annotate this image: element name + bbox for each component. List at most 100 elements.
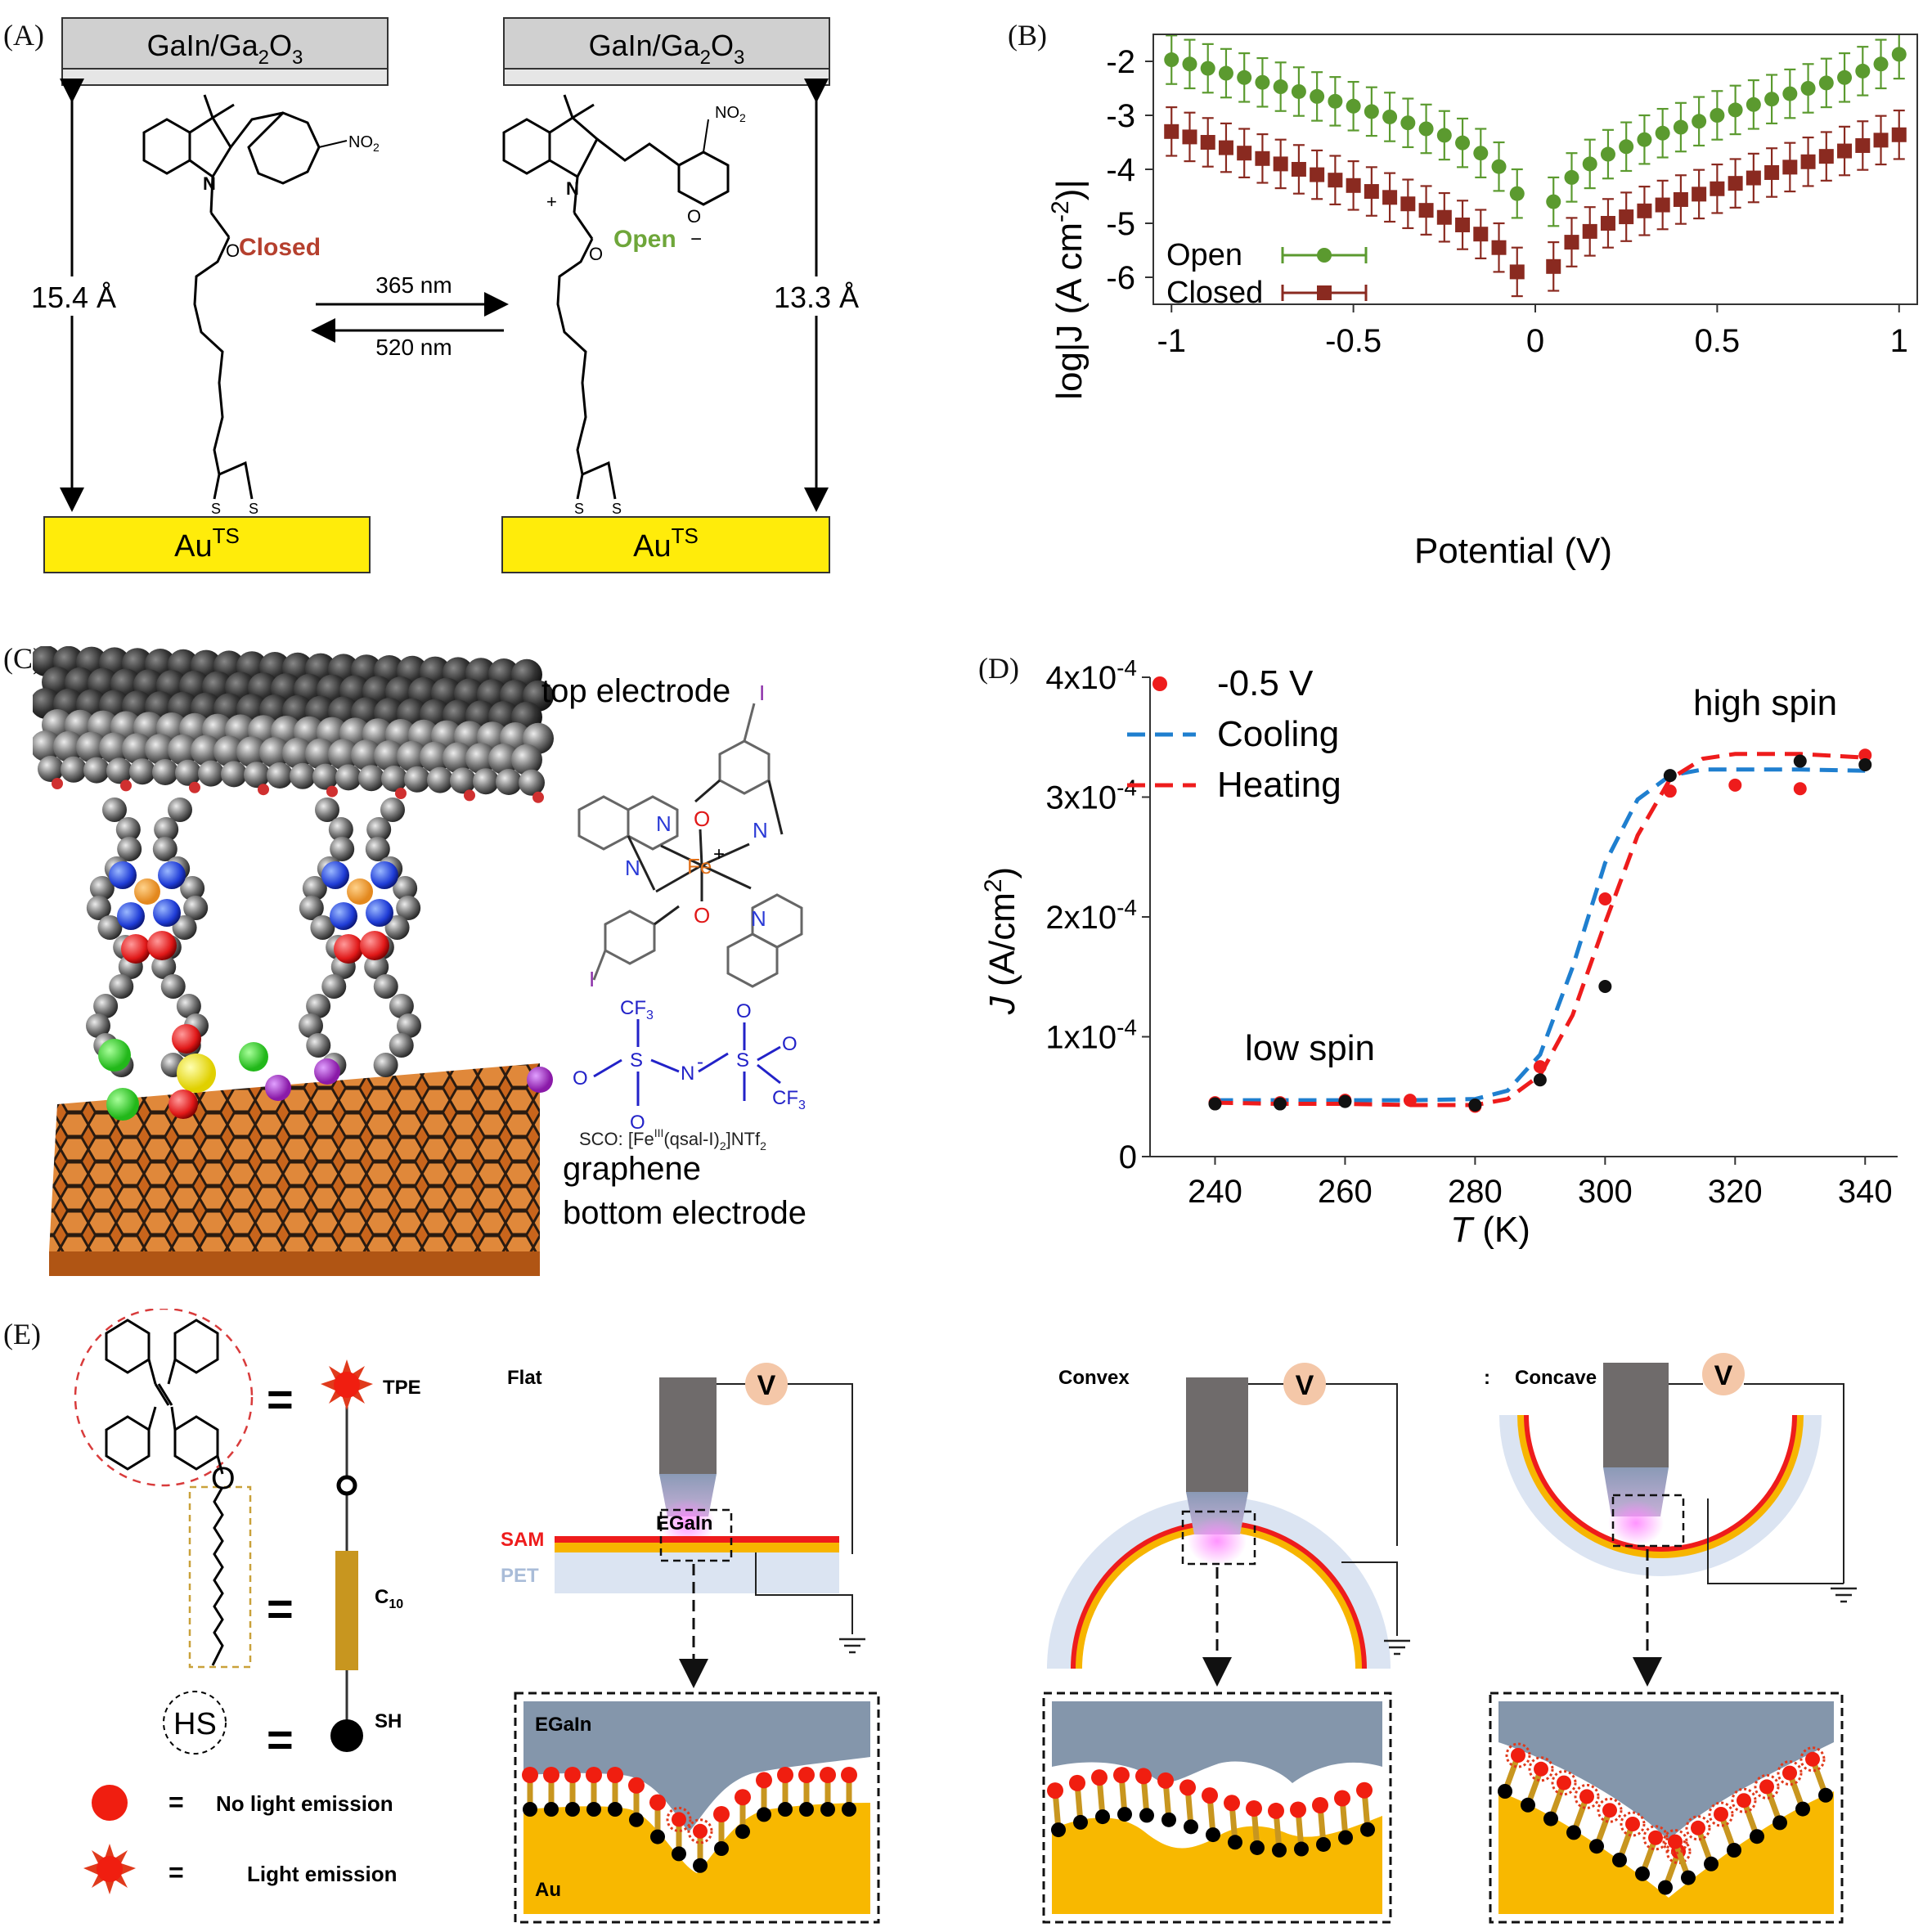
- chart-b-point: [1855, 63, 1871, 79]
- chart-b-point: [1891, 127, 1907, 142]
- chart-b-point: [1273, 79, 1288, 95]
- chart-d-annotation-high-spin: high spin: [1693, 683, 1837, 723]
- chart-b-xtick-label: -0.5: [1325, 323, 1382, 359]
- legend-emission-star: [83, 1844, 136, 1894]
- chart-b-point: [1546, 258, 1561, 274]
- svg-text:AuTS: AuTS: [174, 523, 240, 564]
- chart-b-point: [1328, 173, 1343, 188]
- chart-b-point: [1218, 140, 1233, 155]
- chart-d-points-1: [1208, 754, 1872, 1112]
- svg-text:O: O: [782, 1033, 798, 1055]
- chart-b-point: [1818, 75, 1834, 91]
- c10-label: C10: [375, 1586, 403, 1611]
- chart-d-ytick-label: 3x10-4: [1045, 775, 1137, 816]
- chart-b-point: [1473, 227, 1489, 242]
- chart-d: 240 260 280 300 320 340 0 1x10-4 2x10-4 3x10-4 4x1…: [982, 655, 1898, 1250]
- panel-label-e: (E): [3, 1318, 41, 1350]
- chart-b-point: [1364, 184, 1379, 200]
- panel-label-b: (B): [1008, 19, 1047, 52]
- svg-text:GaIn/Ga2O3: GaIn/Ga2O3: [589, 29, 745, 69]
- chart-b-xtick-label: 0.5: [1695, 323, 1741, 359]
- chart-b-point: [1728, 176, 1743, 191]
- chart-d-xtick-label: 340: [1838, 1174, 1893, 1210]
- chart-d-point: [1858, 757, 1872, 771]
- chart-b-point: [1837, 70, 1853, 85]
- chart-b-point: [1873, 133, 1889, 148]
- chart-b-point: [1692, 186, 1707, 202]
- flat-voltmeter: V: [757, 1370, 776, 1401]
- chart-d-ytick-label: 1x10-4: [1045, 1015, 1137, 1056]
- panel-c-illustration: top electrode graphene bottom electrode: [33, 646, 806, 1276]
- chart-b-point: [1600, 146, 1615, 162]
- chart-b-point: [1818, 149, 1834, 164]
- svg-text:N: N: [681, 1063, 694, 1085]
- iodine-top: I: [759, 681, 765, 705]
- chart-d-xlabel: T (K): [1450, 1210, 1530, 1250]
- chart-b-ytick-label: -3: [1106, 98, 1135, 134]
- chart-d-point: [1468, 1099, 1482, 1112]
- au-electrode-right: AuTS: [501, 516, 830, 573]
- chart-d-point: [1793, 754, 1807, 768]
- panel-e-diagram: O HS = = = TPE C10 SH = No light emissio…: [74, 1309, 1857, 1924]
- svg-text:O: O: [736, 1000, 752, 1022]
- convex-setup: [1042, 1363, 1410, 1924]
- chart-b-point: [1310, 167, 1325, 182]
- legend-equals-emission: =: [168, 1858, 184, 1887]
- chart-d-legend-marker: [1152, 676, 1167, 691]
- chart-b-series-closed: [1164, 106, 1907, 298]
- chart-d-ytick-label: 0: [1119, 1139, 1137, 1175]
- legend-no-emission-dot: [92, 1785, 128, 1821]
- chart-b-legend-marker: [1317, 285, 1332, 300]
- chart-b-point: [1436, 128, 1452, 143]
- ntf2-anion-structure: [593, 1019, 781, 1106]
- chart-b-point: [1328, 93, 1343, 109]
- chart-b-ytick-label: -6: [1106, 260, 1135, 296]
- chart-b-xtick-label: 0: [1526, 323, 1544, 359]
- flat-pet-label: PET: [501, 1565, 539, 1587]
- svg-text:O: O: [630, 1112, 645, 1134]
- chart-b: -1 -0.5 0 0.5 1 -2 -3 -4 -5 -6 Potential (V) log|…: [1047, 34, 1918, 571]
- chart-b-point: [1218, 65, 1233, 81]
- closed-spiropyran-structure: [142, 94, 348, 500]
- svg-text:CF3: CF3: [772, 1087, 806, 1112]
- chart-b-point: [1291, 83, 1306, 99]
- chart-b-ytick-label: -5: [1106, 206, 1135, 242]
- nitro-group-right: NO2: [715, 104, 746, 124]
- chart-b-point: [1509, 186, 1525, 201]
- chart-b-ytick-label: -2: [1106, 44, 1135, 80]
- equals-1: =: [267, 1373, 294, 1425]
- chart-b-point: [1582, 156, 1597, 172]
- atom-n-right: N: [566, 178, 579, 199]
- svg-text:S: S: [630, 1049, 643, 1072]
- concave-setup: [1489, 1353, 1857, 1924]
- atom-o-ester-left: O: [226, 240, 240, 261]
- charge-minus: −: [690, 228, 702, 250]
- chart-d-point: [1858, 748, 1872, 762]
- panel-label-d: (D): [978, 652, 1019, 685]
- chart-d-point: [1533, 1073, 1547, 1087]
- chart-b-point: [1800, 154, 1816, 169]
- chart-b-point: [1382, 190, 1398, 205]
- chart-b-point: [1182, 56, 1197, 72]
- chart-b-point: [1619, 139, 1634, 155]
- chart-b-point: [1564, 235, 1579, 250]
- atom-n-2: N: [753, 818, 768, 842]
- chart-d-point: [1533, 1060, 1547, 1074]
- chart-b-xlabel: Potential (V): [1414, 531, 1612, 571]
- chart-b-point: [1837, 143, 1853, 159]
- flat-sam-label: SAM: [501, 1529, 544, 1551]
- convex-label: Convex: [1058, 1367, 1130, 1389]
- chart-b-point: [1655, 125, 1670, 141]
- chart-b-point: [1619, 209, 1634, 225]
- legend-no-emission-text: No light emission: [216, 1791, 393, 1816]
- svg-text:S: S: [736, 1049, 749, 1072]
- ntf2-atoms: CF3 S O O N - S O O CF3: [573, 997, 806, 1134]
- chart-b-point: [1637, 132, 1652, 147]
- svg-text:CF3: CF3: [620, 997, 654, 1022]
- chart-d-xtick-label: 300: [1578, 1174, 1633, 1210]
- chart-b-point: [1291, 162, 1306, 177]
- chart-d-ytick-label: 4x10-4: [1045, 655, 1137, 696]
- label-520nm: 520 nm: [375, 335, 452, 360]
- chart-d-point: [1793, 782, 1807, 796]
- atom-o-2: O: [694, 903, 710, 928]
